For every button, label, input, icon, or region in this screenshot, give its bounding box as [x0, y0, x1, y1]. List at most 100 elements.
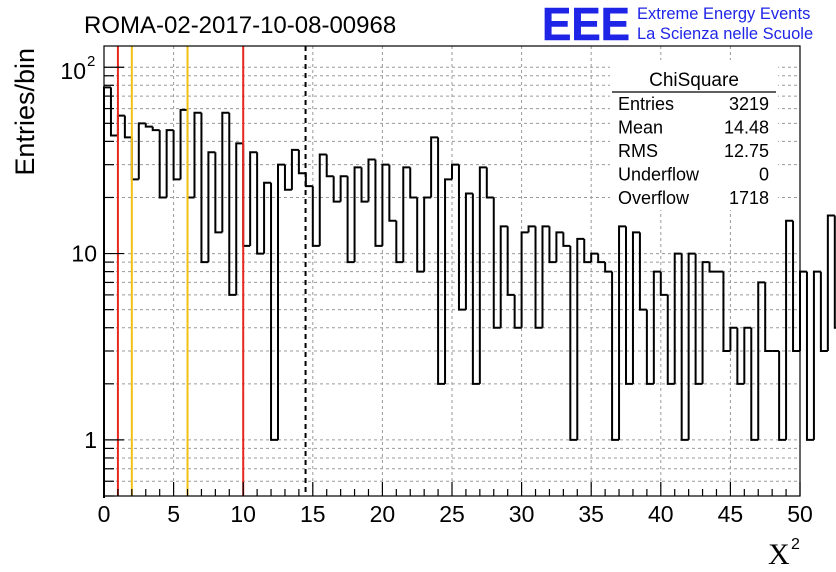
- stats-row-value: 3219: [729, 94, 769, 114]
- histogram-bin: [659, 271, 668, 296]
- histogram-bin: [200, 112, 209, 264]
- histogram-bin: [785, 219, 794, 440]
- x-tick-label: 45: [718, 501, 744, 527]
- x-tick-label: 10: [230, 501, 256, 527]
- histogram-bin: [304, 173, 313, 188]
- stats-row-label: Overflow: [618, 188, 690, 208]
- histogram-bin: [805, 271, 814, 441]
- histogram-bin: [652, 270, 661, 384]
- histogram-bin: [423, 196, 432, 272]
- histogram-bin: [339, 175, 348, 202]
- stats-row-label: Entries: [618, 94, 674, 114]
- histogram-bin: [109, 87, 118, 137]
- histogram-bin: [757, 281, 766, 440]
- histogram-bin: [402, 166, 411, 263]
- histogram-bin: [277, 163, 285, 440]
- x-tick-label: 15: [300, 501, 326, 527]
- stats-row-value: 12.75: [724, 141, 769, 161]
- histogram-bin: [673, 252, 682, 384]
- histogram-bin: [228, 112, 237, 296]
- histogram-bin: [395, 220, 404, 264]
- histogram-bin: [381, 163, 390, 246]
- histogram-bin: [534, 226, 543, 329]
- histogram-bin: [388, 164, 397, 222]
- x-tick-label: 0: [98, 501, 111, 527]
- histogram-bin: [374, 159, 383, 247]
- histogram-bin: [743, 326, 752, 384]
- histogram-bin: [569, 245, 578, 441]
- histogram-bin: [764, 282, 773, 353]
- histogram-bin: [235, 142, 244, 295]
- histogram-bin: [430, 136, 439, 198]
- histogram-bin: [270, 182, 278, 441]
- histogram-bin: [631, 231, 640, 384]
- x-tick-label: 30: [509, 501, 535, 527]
- histogram-bin: [451, 163, 459, 180]
- histogram-bin: [144, 123, 153, 128]
- histogram-bin: [680, 253, 689, 441]
- eee-logo: EEE Extreme Energy Events La Scienza nel…: [542, 0, 813, 50]
- histogram-bin: [464, 192, 473, 310]
- chart-title: ROMA-02-2017-10-08-00968: [84, 12, 396, 39]
- histogram-bin: [207, 151, 216, 263]
- histogram-bin: [645, 309, 654, 385]
- histogram-bin: [221, 111, 230, 233]
- histogram-bin: [729, 326, 738, 352]
- histogram-bin: [165, 129, 174, 198]
- histogram-bin: [478, 166, 487, 384]
- histogram-bin: [318, 153, 327, 246]
- stats-row-label: Mean: [618, 118, 663, 138]
- histogram-bin: [722, 271, 731, 353]
- x-axis-label: X: [768, 538, 790, 571]
- histogram-bin: [499, 225, 508, 328]
- histogram-bin: [367, 158, 376, 202]
- histogram-bin: [666, 294, 675, 385]
- histogram-bin: [172, 130, 181, 181]
- histogram-bin: [506, 226, 515, 296]
- y-tick-label: 1: [84, 427, 97, 453]
- histogram-bin: [611, 271, 620, 441]
- histogram-bin: [137, 122, 146, 180]
- logo-line2: La Scienza nelle Scuole: [637, 25, 813, 43]
- stats-rows: Entries 3219 Mean 14.48 RMS 12.75 Underflow 0 Ov…: [618, 94, 769, 208]
- histogram-bin: [492, 197, 501, 329]
- logo-line1: Extreme Energy Events: [637, 5, 810, 23]
- histogram-bars: [103, 86, 836, 498]
- histogram-bin: [290, 148, 299, 190]
- stats-row-value: 0: [759, 165, 769, 185]
- x-axis-label-superscript: 2: [791, 536, 800, 553]
- histogram-bin: [256, 152, 265, 255]
- histogram-bin: [527, 225, 536, 233]
- y-axis-label: Entries/bin: [10, 48, 40, 176]
- histogram-bin: [819, 271, 828, 353]
- x-tick-label: 40: [648, 501, 674, 527]
- stats-row-label: RMS: [618, 141, 658, 161]
- histogram-bin: [792, 220, 800, 353]
- histogram-bin: [332, 176, 341, 203]
- x-tick-label: 20: [370, 501, 396, 527]
- histogram-bin: [736, 327, 745, 385]
- histogram-bin: [249, 151, 258, 246]
- histogram-bin: [416, 197, 425, 273]
- stats-box: ChiSquare Entries 3219 Mean 14.48 RMS 12.75 Un…: [610, 60, 778, 210]
- histogram-bin: [311, 186, 320, 247]
- x-tick-label: 50: [787, 501, 813, 527]
- y-tick-label-superscript: 2: [87, 53, 95, 70]
- histogram-bin: [214, 152, 223, 234]
- histogram-bin: [708, 262, 717, 273]
- histogram-bin: [151, 126, 160, 132]
- x-tick-labels: 0 5 10 15 20 25 30 35 40 45 50: [98, 501, 813, 527]
- histogram-bin: [597, 253, 606, 264]
- histogram-bin: [158, 130, 167, 199]
- histogram-bin: [583, 238, 592, 264]
- x-tick-label: 5: [167, 501, 180, 527]
- stats-box-background: [610, 60, 778, 210]
- x-tick-label: 35: [578, 501, 604, 527]
- histogram-bin: [179, 108, 188, 180]
- x-tick-label: 25: [439, 501, 465, 527]
- histogram-bin: [778, 351, 787, 441]
- stats-row-label: Underflow: [618, 165, 700, 185]
- histogram-bin: [562, 232, 571, 247]
